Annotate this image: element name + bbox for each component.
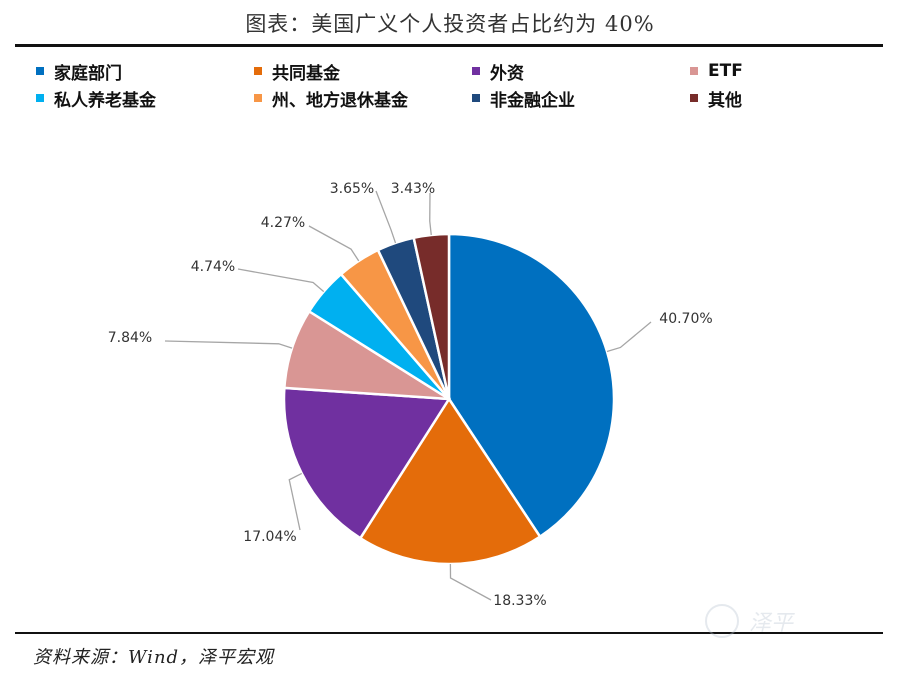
legend-item: 共同基金 [254, 60, 472, 84]
data-label: 3.43% [391, 181, 435, 197]
pie-slice [282, 386, 452, 540]
legend-item: 州、地方退休基金 [254, 87, 472, 111]
watermark: 泽平 [705, 604, 793, 638]
legend-label: 州、地方退休基金 [272, 90, 408, 111]
legend-label: 共同基金 [272, 63, 340, 84]
leader-line [288, 472, 303, 531]
legend-item: 私人养老基金 [36, 87, 254, 111]
legend-item: 其他 [690, 87, 866, 111]
leader-line [449, 563, 492, 601]
watermark-text: 泽平 [749, 611, 794, 636]
legend-label: 私人养老基金 [54, 90, 156, 111]
leader-line [237, 268, 325, 293]
legend-label: 其他 [708, 90, 742, 111]
source-note: 资料来源：Wind，泽平宏观 [33, 647, 275, 668]
legend-item: 家庭部门 [36, 60, 254, 84]
legend-swatch [254, 67, 262, 75]
legend-swatch [472, 67, 480, 75]
data-label: 18.33% [493, 593, 546, 609]
leader-line [375, 190, 397, 244]
leader-line [606, 321, 652, 353]
leader-line [308, 225, 360, 262]
legend-item: ETF [690, 60, 866, 82]
legend-label: 外资 [490, 63, 524, 84]
title-rule [15, 44, 883, 47]
leader-line [429, 192, 432, 236]
legend-swatch [472, 94, 480, 102]
pie-slice [412, 232, 451, 400]
legend-swatch [254, 94, 262, 102]
chart-title: 图表：美国广义个人投资者占比约为 40% [245, 12, 655, 36]
leader-line [164, 340, 293, 349]
legend-label: 非金融企业 [490, 90, 575, 111]
legend-item: 非金融企业 [472, 87, 690, 111]
watermark-logo-icon [705, 604, 739, 638]
legend: 家庭部门 共同基金 外资 ETF 私人养老基金 州、地方退休基金 非金融企业 其他 [36, 60, 866, 111]
data-label: 7.84% [108, 330, 152, 346]
data-label: 4.74% [191, 259, 235, 275]
legend-swatch [36, 94, 44, 102]
data-label: 4.27% [261, 215, 305, 231]
legend-label: ETF [708, 61, 743, 81]
data-label: 17.04% [243, 529, 296, 545]
legend-label: 家庭部门 [54, 63, 122, 84]
footer-rule [15, 632, 883, 634]
legend-swatch [36, 67, 44, 75]
legend-swatch [690, 67, 698, 75]
legend-swatch [690, 94, 698, 102]
legend-item: 外资 [472, 60, 690, 84]
data-label: 3.65% [330, 181, 374, 197]
data-label: 40.70% [659, 311, 712, 327]
